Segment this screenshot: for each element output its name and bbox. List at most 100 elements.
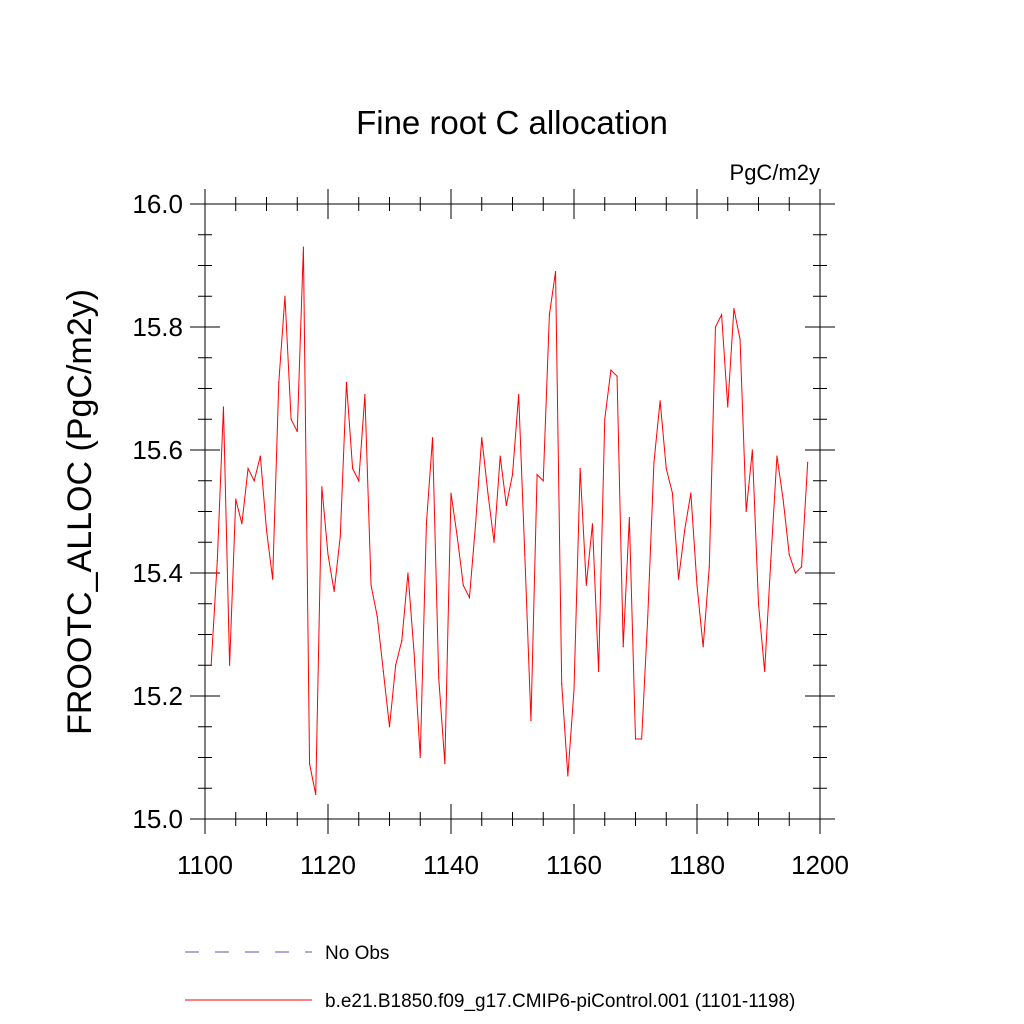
legend-label: b.e21.B1850.f09_g17.CMIP6-piControl.001 …: [325, 991, 795, 1012]
data-point: [358, 480, 360, 482]
y-axis-label: FROOTC_ALLOC (PgC/m2y): [61, 289, 99, 735]
units-label: PgC/m2y: [730, 160, 820, 185]
x-tick-label: 1200: [791, 850, 849, 880]
data-point: [764, 670, 766, 673]
x-tick-label: 1160: [546, 850, 602, 880]
data-point: [419, 756, 421, 759]
data-point: [499, 455, 501, 457]
data-point: [327, 553, 329, 556]
data-point: [585, 584, 587, 586]
data-point: [278, 381, 280, 383]
data-point: [665, 467, 667, 470]
legend: No Obs b.e21.B1850.f09_g17.CMIP6-piContro…: [185, 943, 795, 1012]
data-point: [229, 664, 231, 666]
data-point: [284, 295, 286, 297]
data-point: [468, 597, 471, 599]
data-point: [591, 523, 594, 525]
data-point: [641, 738, 643, 740]
data-point: [702, 646, 704, 648]
plot-frame: [204, 203, 821, 820]
data-point: [272, 578, 274, 580]
data-point: [376, 615, 378, 617]
data-point: [659, 400, 661, 402]
data-point: [714, 326, 717, 328]
data-point: [216, 560, 218, 562]
data-point: [296, 430, 298, 433]
data-point: [807, 461, 809, 463]
data-point: [548, 314, 551, 316]
data-point: [530, 720, 532, 722]
x-tick-label: 1140: [423, 850, 479, 880]
series-line: [210, 247, 809, 795]
data-point: [622, 646, 624, 648]
y-tick-label: 15.0: [132, 804, 183, 834]
data-point: [511, 474, 514, 476]
data-point: [542, 480, 544, 482]
x-tick-label: 1100: [177, 850, 233, 880]
y-tick-label: 15.6: [132, 435, 183, 465]
data-point: [481, 437, 483, 439]
data-point: [222, 406, 225, 408]
data-point: [425, 523, 427, 525]
data-point: [210, 664, 212, 666]
data-point: [253, 480, 255, 482]
chart-title: Fine root C allocation: [356, 104, 668, 141]
data-point: [708, 566, 710, 568]
series-group: [210, 246, 809, 796]
data-point: [561, 683, 563, 685]
axis-ticks: [190, 189, 835, 834]
data-point: [782, 498, 784, 500]
data-point: [259, 455, 261, 457]
data-point: [610, 369, 612, 371]
y-tick-label: 15.2: [132, 681, 183, 711]
data-point: [382, 670, 384, 673]
y-tick-label: 15.4: [132, 558, 183, 588]
x-tick-label: 1180: [669, 850, 725, 880]
data-point: [438, 676, 440, 679]
data-point: [684, 529, 686, 531]
y-tick-label: 16.0: [132, 189, 183, 219]
data-point: [431, 437, 434, 439]
data-point: [475, 523, 477, 525]
data-point: [616, 375, 618, 377]
legend-label: No Obs: [325, 943, 389, 964]
data-point: [388, 726, 391, 728]
x-tick-label: 1120: [300, 850, 356, 880]
data-point: [450, 492, 452, 494]
data-point: [579, 467, 581, 470]
data-point: [487, 492, 489, 494]
data-point: [690, 492, 692, 494]
data-point: [370, 584, 372, 586]
data-point: [733, 307, 735, 310]
data-point: [321, 486, 323, 488]
data-point: [401, 640, 403, 642]
data-point: [671, 492, 674, 494]
data-point: [505, 504, 507, 506]
data-point: [518, 394, 520, 396]
y-tick-label: 15.8: [132, 312, 183, 342]
data-point: [364, 394, 366, 396]
data-point: [653, 461, 655, 463]
data-point: [241, 523, 243, 525]
data-point: [647, 615, 649, 617]
data-point: [308, 763, 311, 765]
data-point: [696, 584, 698, 586]
data-point: [770, 560, 772, 562]
data-point: [634, 738, 637, 740]
data-point: [573, 689, 575, 691]
data-point: [333, 590, 335, 593]
data-point: [413, 652, 415, 654]
data-point: [598, 670, 600, 673]
data-point: [721, 314, 723, 316]
data-point: [536, 474, 538, 476]
data-point: [745, 510, 747, 513]
data-point: [247, 467, 249, 470]
data-point: [739, 338, 741, 340]
data-point: [462, 584, 464, 586]
data-point: [444, 763, 446, 765]
axis-tick-labels: 1100 1120 1140 1160 1180 1200 15.0 15.2 15.4 15.6…: [132, 189, 849, 880]
data-point: [493, 541, 495, 543]
data-point: [345, 381, 348, 383]
data-point: [352, 467, 354, 470]
